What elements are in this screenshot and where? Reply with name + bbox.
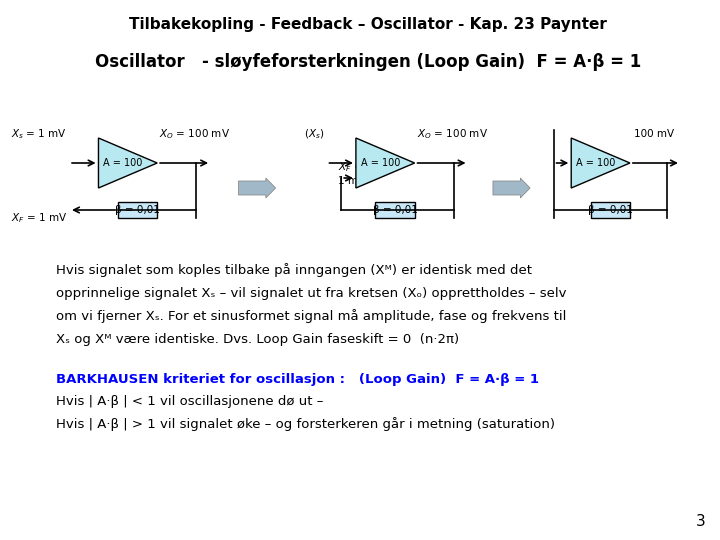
- Text: A = 100: A = 100: [103, 158, 143, 168]
- Text: Hvis | A·β | > 1 vil signalet øke – og forsterkeren går i metning (saturation): Hvis | A·β | > 1 vil signalet øke – og f…: [56, 417, 555, 431]
- Text: $X_O$ = 100 mV: $X_O$ = 100 mV: [417, 127, 487, 141]
- Text: A = 100: A = 100: [361, 158, 400, 168]
- Text: Oscillator   - sløyfeforsterkningen (Loop Gain)  F = A·β = 1: Oscillator - sløyfeforsterkningen (Loop …: [94, 53, 641, 71]
- Text: A = 100: A = 100: [576, 158, 616, 168]
- Text: Hvis | A·β | < 1 vil oscillasjonene dø ut –: Hvis | A·β | < 1 vil oscillasjonene dø u…: [56, 395, 324, 408]
- Text: $X_O$ = 100 mV: $X_O$ = 100 mV: [159, 127, 230, 141]
- FancyArrow shape: [238, 178, 276, 198]
- Text: om vi fjerner Xₛ. For et sinusformet signal må amplitude, fase og frekvens til: om vi fjerner Xₛ. For et sinusformet sig…: [56, 309, 567, 323]
- Text: β = 0,01: β = 0,01: [588, 205, 633, 215]
- Text: β = 0,01: β = 0,01: [115, 205, 160, 215]
- Text: ($X_s$): ($X_s$): [305, 127, 325, 141]
- Polygon shape: [571, 138, 630, 188]
- Text: Tilbakekopling - Feedback – Oscillator - Kap. 23 Paynter: Tilbakekopling - Feedback – Oscillator -…: [129, 17, 606, 32]
- Text: $X_s$ = 1 mV: $X_s$ = 1 mV: [12, 127, 67, 141]
- Text: 3: 3: [696, 515, 706, 530]
- Text: Hvis signalet som koples tilbake på inngangen (Xᴹ) er identisk med det: Hvis signalet som koples tilbake på inng…: [56, 263, 532, 277]
- Text: 100 mV: 100 mV: [634, 129, 674, 139]
- Text: BARKHAUSEN kriteriet for oscillasjon :   (Loop Gain)  F = A·β = 1: BARKHAUSEN kriteriet for oscillasjon : (…: [56, 374, 539, 387]
- FancyBboxPatch shape: [375, 202, 415, 218]
- Text: opprinnelige signalet Xₛ – vil signalet ut fra kretsen (Xₒ) opprettholdes – selv: opprinnelige signalet Xₛ – vil signalet …: [56, 287, 567, 300]
- FancyArrow shape: [493, 178, 530, 198]
- Polygon shape: [356, 138, 415, 188]
- Text: Xₛ og Xᴹ være identiske. Dvs. Loop Gain faseskift = 0  (n·2π): Xₛ og Xᴹ være identiske. Dvs. Loop Gain …: [56, 333, 459, 346]
- Polygon shape: [99, 138, 157, 188]
- FancyBboxPatch shape: [591, 202, 630, 218]
- Text: $X_F$ =
1 mV: $X_F$ = 1 mV: [338, 160, 365, 186]
- Text: $X_F$ = 1 mV: $X_F$ = 1 mV: [11, 211, 67, 225]
- Text: β = 0,01: β = 0,01: [373, 205, 418, 215]
- FancyBboxPatch shape: [118, 202, 157, 218]
